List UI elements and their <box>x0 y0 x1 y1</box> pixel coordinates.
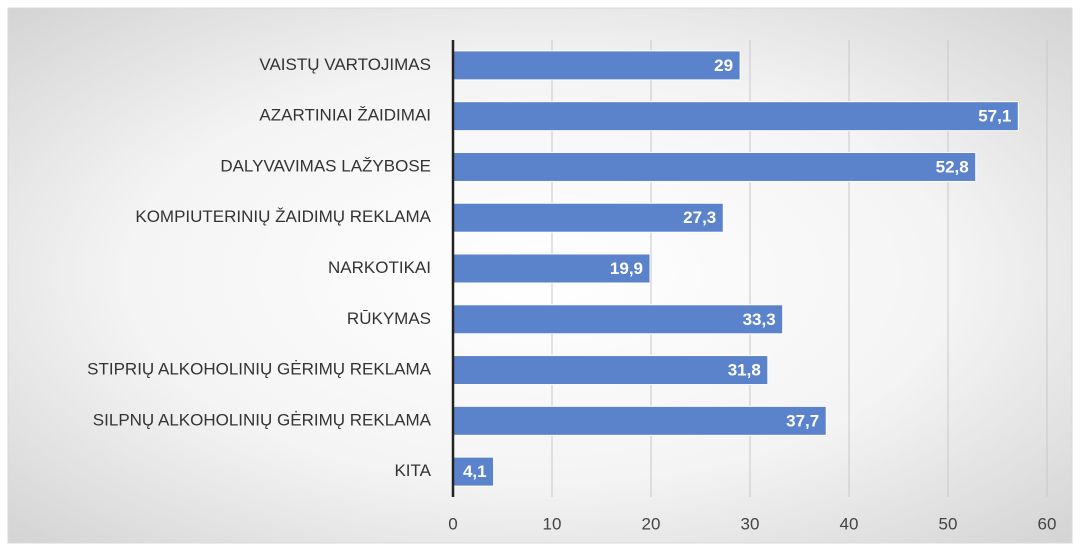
bar <box>452 253 651 284</box>
data-label: 57,1 <box>978 107 1011 126</box>
y-tick-label: NARKOTIKAI <box>328 258 431 277</box>
bar <box>452 304 784 335</box>
data-label: 29 <box>714 56 733 75</box>
bar <box>452 355 769 386</box>
data-label: 52,8 <box>936 157 969 176</box>
data-label: 27,3 <box>683 208 716 227</box>
x-tick-label: 30 <box>741 514 760 533</box>
y-tick-label: SILPNŲ ALKOHOLINIŲ GĖRIMŲ REKLAMA <box>93 410 432 429</box>
data-label: 31,8 <box>728 361 761 380</box>
data-label: 33,3 <box>743 310 776 329</box>
data-label: 37,7 <box>786 411 819 430</box>
y-tick-label: AZARTINIAI ŽAIDIMAI <box>259 106 431 125</box>
data-label: 4,1 <box>463 462 487 481</box>
bar <box>452 405 827 436</box>
x-tick-label: 0 <box>448 514 457 533</box>
y-tick-label: KITA <box>394 461 431 480</box>
x-tick-label: 20 <box>642 514 661 533</box>
y-tick-label: VAISTŲ VARTOJIMAS <box>259 55 431 74</box>
bar <box>452 151 977 182</box>
y-tick-label: KOMPIUTERINIŲ ŽAIDIMŲ REKLAMA <box>135 207 431 226</box>
bar <box>452 202 724 233</box>
bar <box>452 50 741 81</box>
bar <box>452 101 1019 132</box>
x-tick-label: 10 <box>543 514 562 533</box>
data-label: 19,9 <box>610 259 643 278</box>
x-tick-label: 40 <box>840 514 859 533</box>
y-tick-label: STIPRIŲ ALKOHOLINIŲ GĖRIMŲ REKLAMA <box>87 360 432 379</box>
y-tick-label: RŪKYMAS <box>347 309 431 328</box>
y-tick-label: DALYVAVIMAS LAŽYBOSE <box>220 156 431 175</box>
x-tick-label: 50 <box>939 514 958 533</box>
x-tick-label: 60 <box>1038 514 1057 533</box>
